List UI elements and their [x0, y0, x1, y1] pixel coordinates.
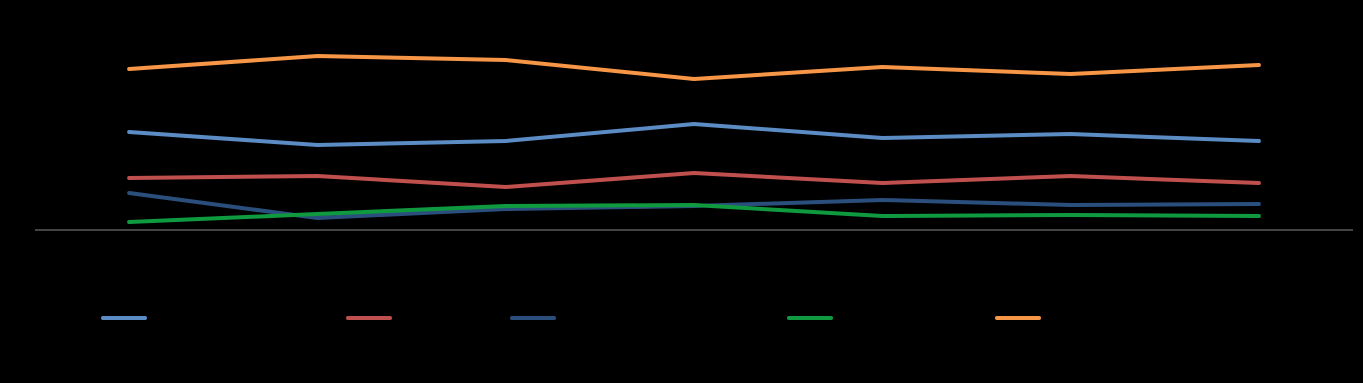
series-line [127, 171, 1261, 189]
series-line [127, 203, 1261, 224]
series-line [127, 54, 1261, 81]
series-line [127, 122, 1261, 147]
